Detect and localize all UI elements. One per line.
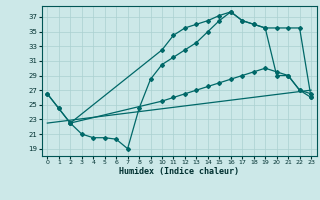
X-axis label: Humidex (Indice chaleur): Humidex (Indice chaleur) <box>119 167 239 176</box>
